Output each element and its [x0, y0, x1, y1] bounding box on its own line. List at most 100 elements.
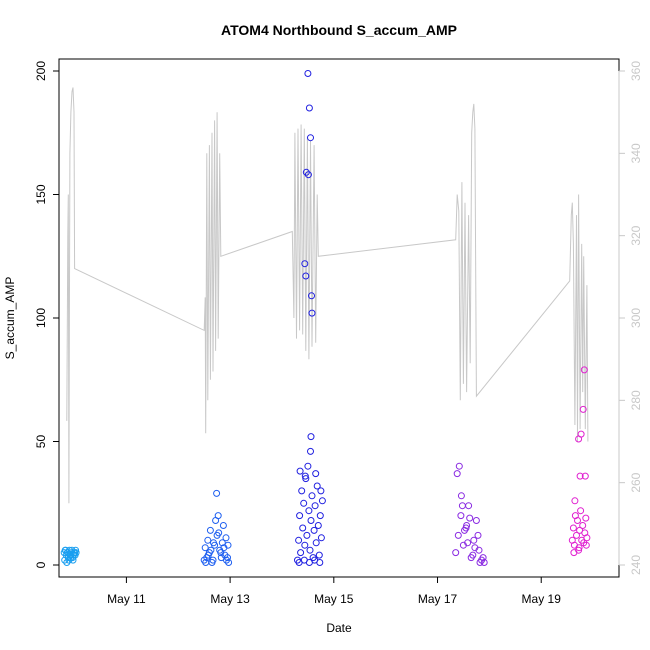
y-tick-label: 50 — [34, 435, 48, 449]
data-point — [317, 534, 325, 542]
data-point — [301, 260, 309, 268]
data-point — [201, 544, 209, 552]
x-tick-label: May 19 — [522, 592, 562, 606]
y2-tick-label: 340 — [629, 143, 643, 163]
data-point — [219, 522, 227, 529]
x-axis-label: Date — [326, 621, 352, 635]
data-point — [311, 502, 319, 510]
y2-tick-label: 280 — [629, 390, 643, 410]
data-point — [213, 489, 221, 497]
data-point — [469, 551, 477, 559]
y-tick-label: 150 — [34, 184, 48, 204]
data-point — [306, 546, 314, 554]
data-point — [464, 539, 472, 547]
data-point — [296, 512, 304, 520]
data-point — [583, 534, 591, 542]
x-tick-label: May 11 — [107, 592, 146, 606]
data-point — [480, 559, 488, 566]
data-point — [217, 549, 225, 557]
data-point — [204, 536, 212, 544]
y2-tick-label: 260 — [629, 472, 643, 492]
data-point — [70, 549, 78, 557]
data-point — [466, 514, 474, 522]
data-point — [569, 524, 577, 532]
plot-area — [58, 58, 620, 578]
y-axis-left: 0 50 100 150 200 — [34, 61, 60, 568]
data-point — [453, 470, 461, 478]
data-point — [476, 559, 484, 566]
x-axis: May 11 May 13 May 15 May 17 May 19 — [107, 576, 562, 606]
data-point — [307, 433, 315, 441]
data-point — [308, 492, 316, 500]
data-point — [210, 539, 217, 547]
data-point — [296, 467, 304, 475]
x-tick-label: May 17 — [418, 592, 458, 606]
data-point — [300, 499, 308, 507]
data-point — [318, 497, 326, 505]
data-point — [310, 526, 318, 534]
data-point — [575, 544, 583, 552]
chart-title: ATOM4 Northbound S_accum_AMP — [221, 22, 457, 38]
data-point — [308, 292, 315, 300]
data-point — [457, 512, 465, 520]
y2-tick-label: 300 — [629, 308, 643, 328]
y-tick-label: 200 — [34, 61, 48, 81]
data-point — [316, 559, 324, 566]
data-point — [463, 522, 471, 529]
y2-tick-label: 320 — [629, 225, 643, 245]
scatter-group-2 — [294, 70, 326, 566]
data-point — [316, 512, 324, 520]
data-point — [207, 546, 215, 554]
x-tick-label: May 13 — [210, 592, 250, 606]
data-point — [577, 430, 585, 438]
data-point — [222, 534, 230, 542]
data-point — [224, 541, 232, 549]
line-series — [66, 87, 589, 504]
data-point — [308, 309, 316, 317]
y2-tick-label: 240 — [629, 555, 643, 575]
data-point — [299, 524, 307, 532]
data-point — [295, 536, 303, 544]
scatter-group-1 — [200, 489, 233, 566]
data-point — [302, 475, 310, 483]
data-point — [454, 531, 462, 539]
data-point — [304, 171, 312, 179]
data-point — [307, 517, 315, 524]
data-point — [214, 512, 222, 520]
data-point — [458, 502, 466, 510]
data-point — [470, 536, 478, 544]
y-axis-label: S_accum_AMP — [3, 277, 17, 360]
y2-tick-label: 360 — [629, 61, 643, 81]
data-point — [582, 514, 590, 522]
data-point — [455, 462, 463, 470]
data-point — [471, 544, 479, 552]
data-point — [472, 517, 480, 524]
data-point — [303, 531, 311, 539]
data-point — [312, 470, 320, 478]
data-point — [206, 526, 214, 534]
scatter-group-3 — [452, 462, 488, 566]
data-point — [582, 541, 590, 549]
data-point — [313, 482, 321, 490]
scatter-group-4 — [568, 366, 591, 557]
data-point — [580, 366, 588, 374]
data-point — [301, 472, 309, 480]
data-point — [218, 539, 226, 547]
points-layer — [60, 70, 591, 566]
data-point — [202, 559, 210, 566]
data-point — [215, 529, 223, 537]
data-point — [304, 70, 312, 77]
data-point — [479, 554, 487, 562]
y-tick-label: 0 — [34, 561, 48, 568]
data-point — [314, 522, 322, 529]
data-point — [72, 549, 80, 557]
data-point — [457, 492, 465, 500]
data-point — [305, 104, 313, 112]
data-point — [317, 487, 325, 495]
data-point — [474, 531, 482, 539]
data-point — [301, 541, 309, 549]
data-point — [312, 539, 320, 547]
data-point — [298, 487, 306, 495]
data-point — [571, 497, 579, 505]
